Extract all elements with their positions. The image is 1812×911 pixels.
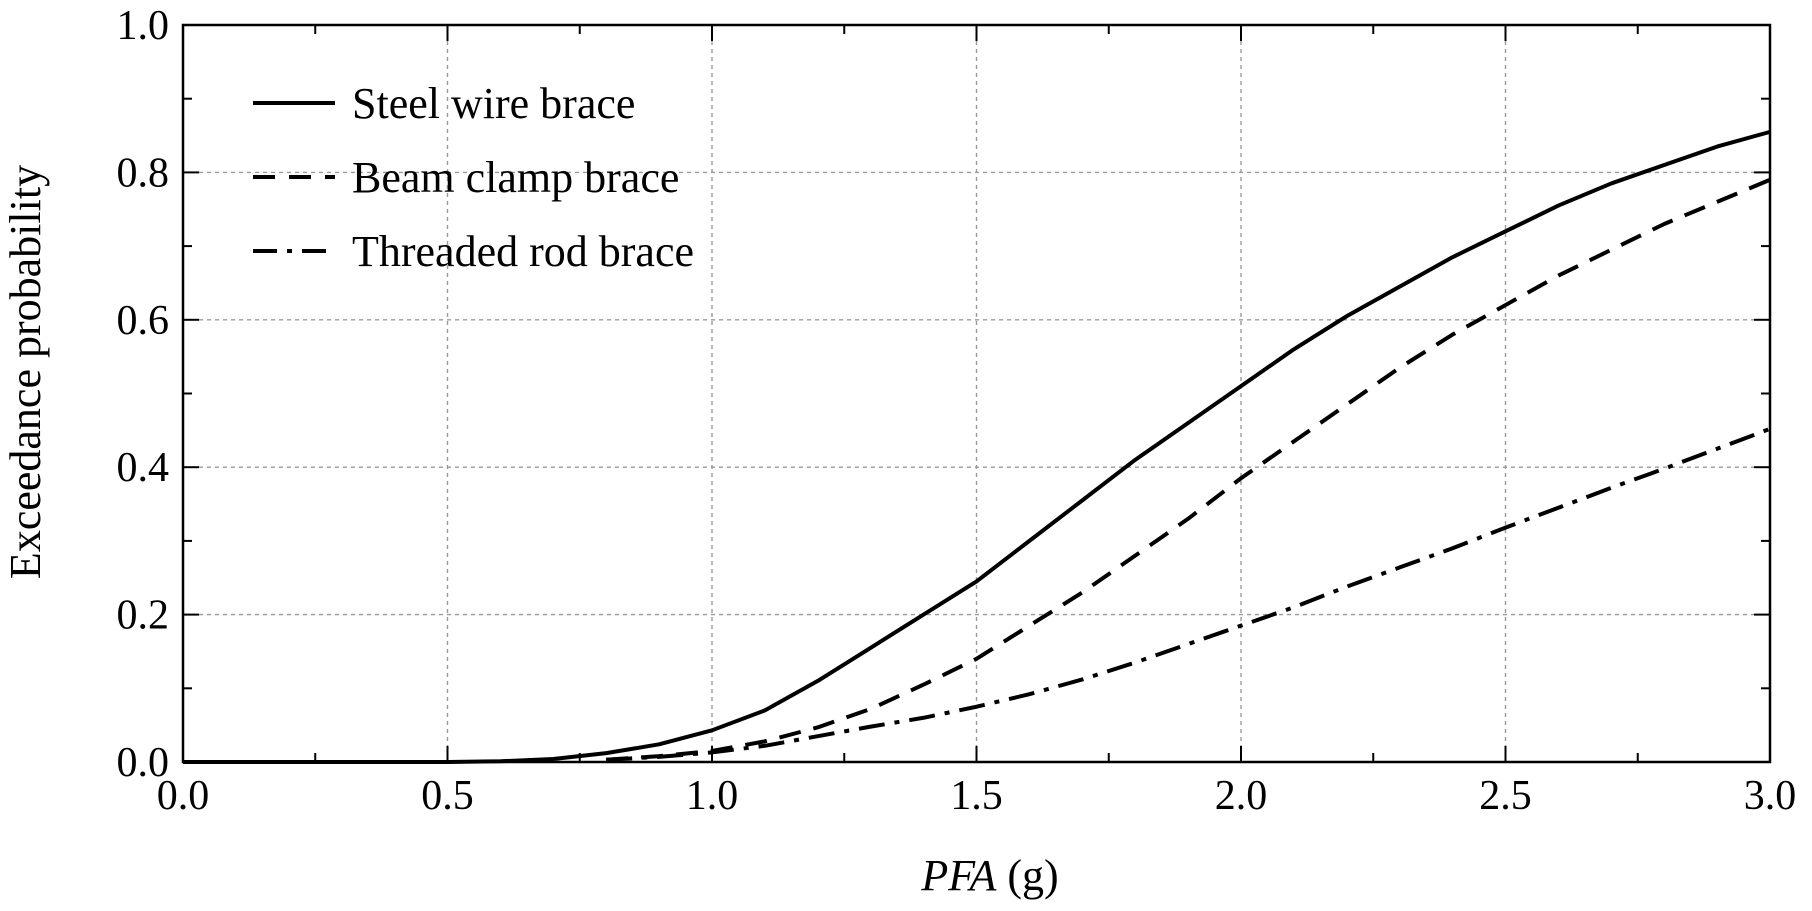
x-tick-label: 1.0 — [686, 773, 739, 819]
legend-label: Threaded rod brace — [352, 227, 694, 276]
y-tick-label: 0.4 — [117, 445, 170, 491]
y-tick-label: 0.0 — [117, 740, 170, 786]
y-tick-label: 0.6 — [117, 298, 170, 344]
legend-label: Steel wire brace — [352, 79, 635, 128]
y-tick-label: 0.2 — [117, 593, 170, 639]
series-lines — [183, 129, 1771, 764]
x-tick-label: 1.5 — [950, 773, 1003, 819]
x-tick-label: 2.0 — [1215, 773, 1268, 819]
x-tick-label: 2.5 — [1479, 773, 1532, 819]
x-tick-label: 0.0 — [157, 773, 210, 819]
y-tick-label: 0.8 — [117, 150, 170, 196]
y-axis-title: Exceedance probability — [1, 165, 50, 579]
axes: 0.0 0.5 1.0 1.5 2.0 2.5 3.0 0.0 0.2 0.4 0.6 0.8 1.0 — [117, 3, 1797, 819]
grid — [183, 25, 1770, 762]
y-tick-label: 1.0 — [117, 3, 170, 49]
legend: Steel wire brace Beam clamp brace Threaded… — [253, 79, 694, 276]
x-tick-label: 3.0 — [1744, 773, 1797, 819]
series-line — [606, 177, 1771, 762]
series-line — [183, 129, 1771, 764]
x-axis-title-variable: PFA — [920, 851, 997, 900]
legend-label: Beam clamp brace — [352, 153, 679, 202]
series-line — [606, 427, 1771, 762]
x-tick-label: 0.5 — [421, 773, 474, 819]
x-axis-title-unit: (g) — [996, 851, 1058, 900]
x-axis-title: PFA (g) — [920, 851, 1058, 900]
